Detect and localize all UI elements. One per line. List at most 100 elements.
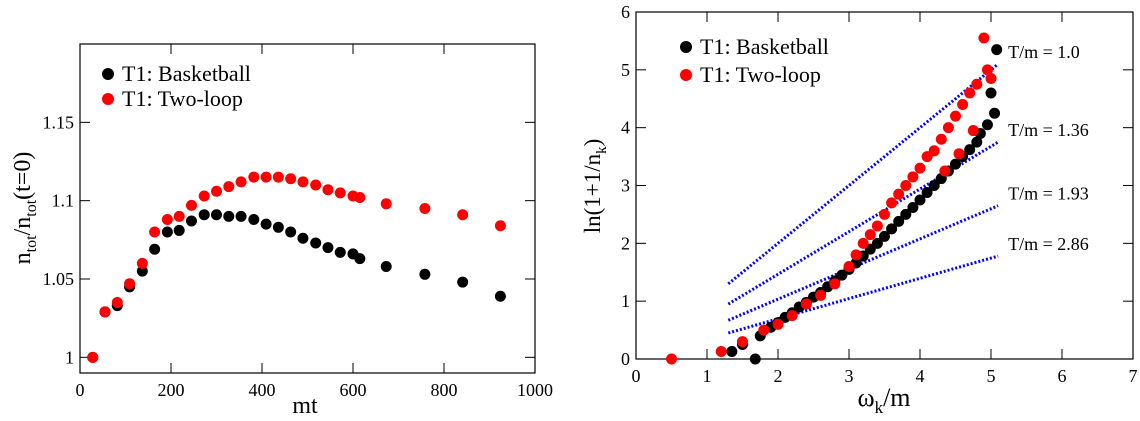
left-point-s0-8	[185, 215, 197, 227]
left-point-s1-23	[380, 198, 392, 210]
x-axis-label-right: ωk/m	[857, 383, 910, 417]
left-point-s1-15	[272, 171, 284, 183]
points-group-left	[87, 171, 506, 363]
legend-marker-right-0	[680, 41, 692, 53]
right-point-s0-37	[985, 87, 997, 99]
right-point-s1-30	[985, 73, 997, 85]
left-point-s1-12	[235, 176, 247, 188]
reference-line-label-0: T/m = 1.0	[1008, 42, 1080, 62]
left-point-s0-13	[248, 213, 260, 225]
left-x-tick-label-2: 400	[249, 380, 276, 400]
reference-line-label-1: T/m = 1.36	[1008, 120, 1089, 140]
right-x-tick-label-7: 7	[1129, 366, 1138, 386]
right-point-s1-12	[864, 229, 876, 241]
right-point-s0-36	[989, 107, 1001, 119]
right-point-s1-15	[886, 197, 898, 209]
left-x-tick-label-3: 600	[340, 380, 367, 400]
right-x-tick-label-0: 0	[632, 366, 641, 386]
right-point-s1-13	[871, 220, 883, 232]
left-point-s1-14	[260, 171, 272, 183]
left-x-tick-label-4: 800	[431, 380, 458, 400]
left-point-s0-9	[198, 209, 210, 221]
right-point-s1-4	[772, 318, 784, 330]
left-point-s1-11	[223, 181, 235, 193]
right-x-tick-label-4: 4	[916, 366, 925, 386]
right-x-tick-label-5: 5	[987, 366, 996, 386]
right-point-s1-25	[957, 99, 969, 111]
left-y-tick-label-0: 1	[65, 347, 74, 367]
right-point-s0-24	[907, 201, 919, 213]
right-point-s1-1	[715, 345, 727, 357]
chart-left: 0 200 400 600 800 1000 1 1.05 1.1 1.15 mt ntot/nt…	[10, 43, 553, 419]
reference-line-2	[727, 204, 999, 322]
right-point-s0-30	[950, 158, 961, 170]
right-point-s1-23	[942, 122, 954, 134]
left-point-s0-19	[322, 242, 334, 254]
right-point-s1-17	[900, 180, 912, 191]
right-x-tick-label-6: 6	[1058, 366, 1067, 386]
legend-left: T1: Basketball T1: Two-loop	[102, 61, 251, 111]
left-point-s0-24	[419, 268, 431, 280]
left-y-tick-label-3: 1.15	[43, 112, 75, 132]
left-point-s1-9	[198, 190, 210, 202]
right-point-s1-32	[953, 148, 965, 160]
y-axis-label-right: ln(1+1/nk)	[580, 139, 610, 234]
left-point-s0-6	[161, 226, 173, 238]
legend-right: T1: Basketball T1: Two-loop	[680, 34, 829, 87]
left-point-s1-20	[334, 187, 346, 199]
right-point-s0-19	[871, 237, 883, 249]
reference-line-0	[727, 62, 1000, 285]
right-point-s1-9	[843, 260, 855, 272]
left-point-s1-17	[297, 176, 309, 188]
left-point-s1-4	[136, 257, 148, 269]
legend-marker-left-0	[102, 68, 114, 80]
right-point-s1-6	[800, 298, 812, 310]
right-point-s0-26	[921, 186, 933, 198]
legend-label-right-0: T1: Basketball	[700, 34, 829, 59]
legend-label-left-1: T1: Two-loop	[122, 86, 243, 111]
tick-group-left: 0 200 400 600 800 1000 1 1.05 1.1 1.15	[43, 44, 553, 400]
right-x-tick-label-2: 2	[774, 366, 783, 386]
left-point-s1-22	[354, 192, 366, 204]
left-point-s0-5	[149, 243, 161, 255]
left-point-s1-5	[149, 226, 161, 238]
right-point-s1-10	[850, 249, 862, 261]
right-y-tick-label-1: 1	[621, 291, 630, 311]
plot-area-left	[79, 43, 536, 374]
left-x-tick-label-0: 0	[76, 380, 85, 400]
right-point-s1-8	[829, 278, 841, 290]
left-point-s0-20	[334, 246, 346, 258]
right-point-s0-20	[879, 230, 890, 242]
left-point-s1-25	[457, 209, 469, 221]
right-point-s1-28	[978, 32, 990, 44]
left-point-s0-16	[285, 226, 297, 238]
tick-group-right: 0 1 2 3 4 5 6 7 0 1 2 3 4 5 6	[621, 2, 1138, 386]
right-point-s0-0	[726, 345, 738, 357]
right-point-s0-35	[981, 119, 993, 131]
left-point-s1-13	[248, 171, 260, 183]
left-point-s0-12	[235, 210, 247, 222]
right-point-s1-2	[737, 336, 748, 348]
right-point-s1-14	[879, 208, 890, 220]
left-point-s1-0	[87, 351, 99, 363]
left-point-s1-7	[173, 210, 185, 222]
right-point-s1-31	[939, 165, 951, 177]
left-point-s1-10	[211, 185, 222, 197]
left-point-s1-26	[494, 220, 506, 232]
left-point-s1-16	[285, 173, 297, 185]
right-y-tick-label-4: 4	[621, 118, 630, 138]
right-point-s1-3	[758, 324, 770, 336]
legend-label-right-1: T1: Two-loop	[700, 62, 821, 87]
right-point-s1-0	[666, 353, 677, 365]
right-point-s1-16	[893, 188, 905, 200]
right-y-tick-label-5: 5	[621, 60, 630, 80]
left-point-s0-26	[494, 290, 506, 302]
left-point-s0-11	[223, 210, 235, 222]
right-y-tick-label-3: 3	[621, 176, 630, 196]
right-point-s0-25	[914, 194, 926, 206]
right-point-s1-33	[967, 125, 979, 137]
right-point-s1-19	[914, 162, 926, 174]
right-point-s0-2	[749, 353, 761, 365]
left-point-s0-10	[211, 209, 222, 221]
